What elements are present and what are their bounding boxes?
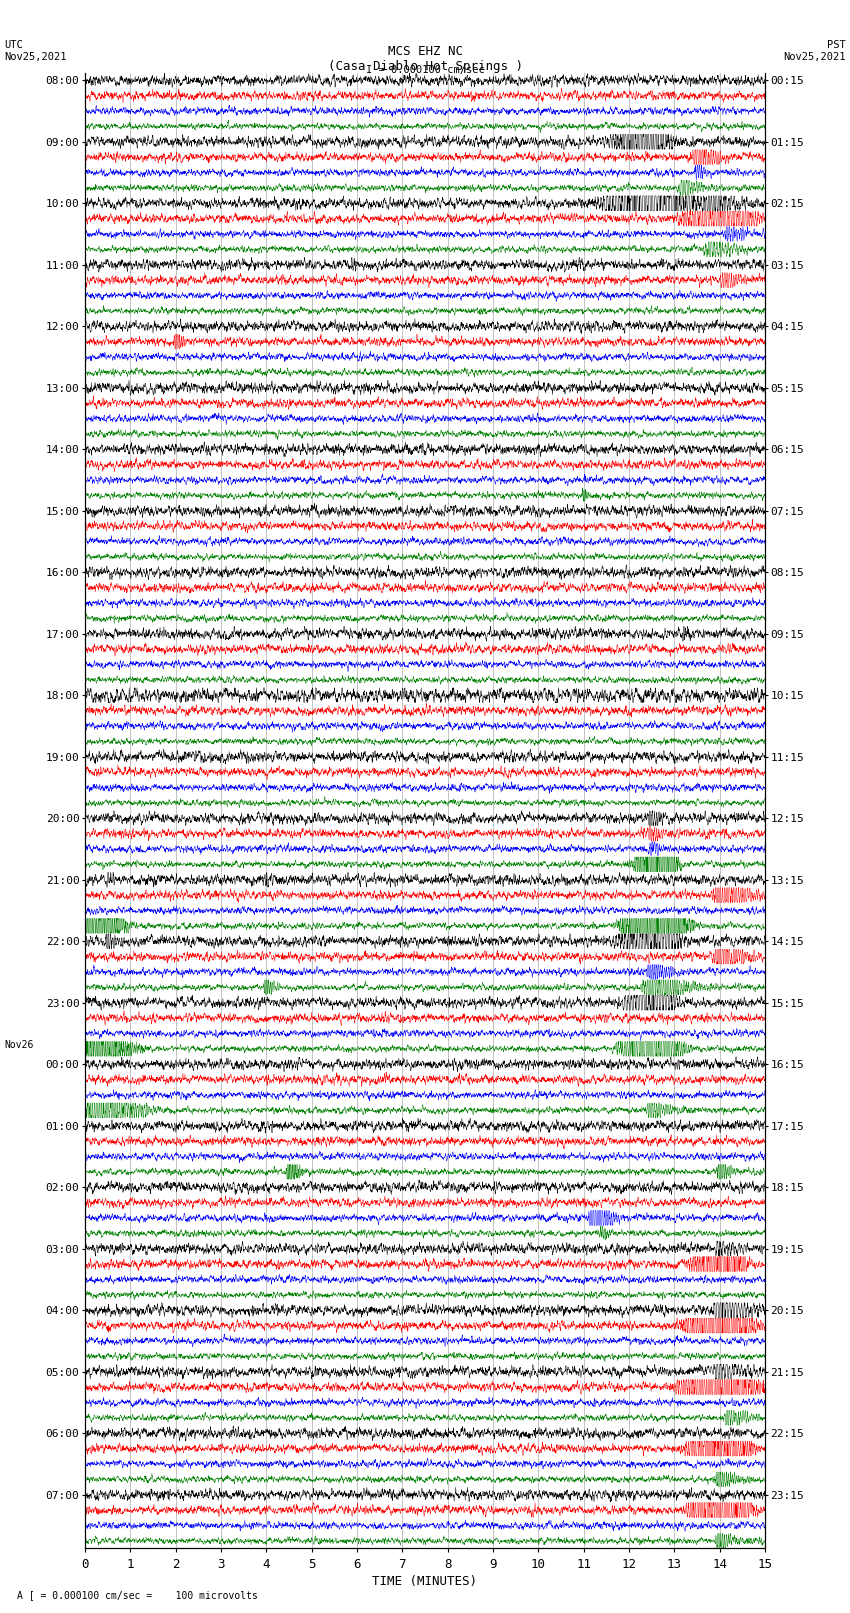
- Text: UTC
Nov25,2021: UTC Nov25,2021: [4, 40, 67, 61]
- X-axis label: TIME (MINUTES): TIME (MINUTES): [372, 1574, 478, 1587]
- Text: I = 0.000100 cm/sec: I = 0.000100 cm/sec: [366, 65, 484, 74]
- Title: MCS EHZ NC
(Casa Diablo Hot Springs ): MCS EHZ NC (Casa Diablo Hot Springs ): [327, 45, 523, 73]
- Text: PST
Nov25,2021: PST Nov25,2021: [783, 40, 846, 61]
- Text: Nov26: Nov26: [4, 1040, 34, 1050]
- Text: A [ = 0.000100 cm/sec =    100 microvolts: A [ = 0.000100 cm/sec = 100 microvolts: [17, 1590, 258, 1600]
